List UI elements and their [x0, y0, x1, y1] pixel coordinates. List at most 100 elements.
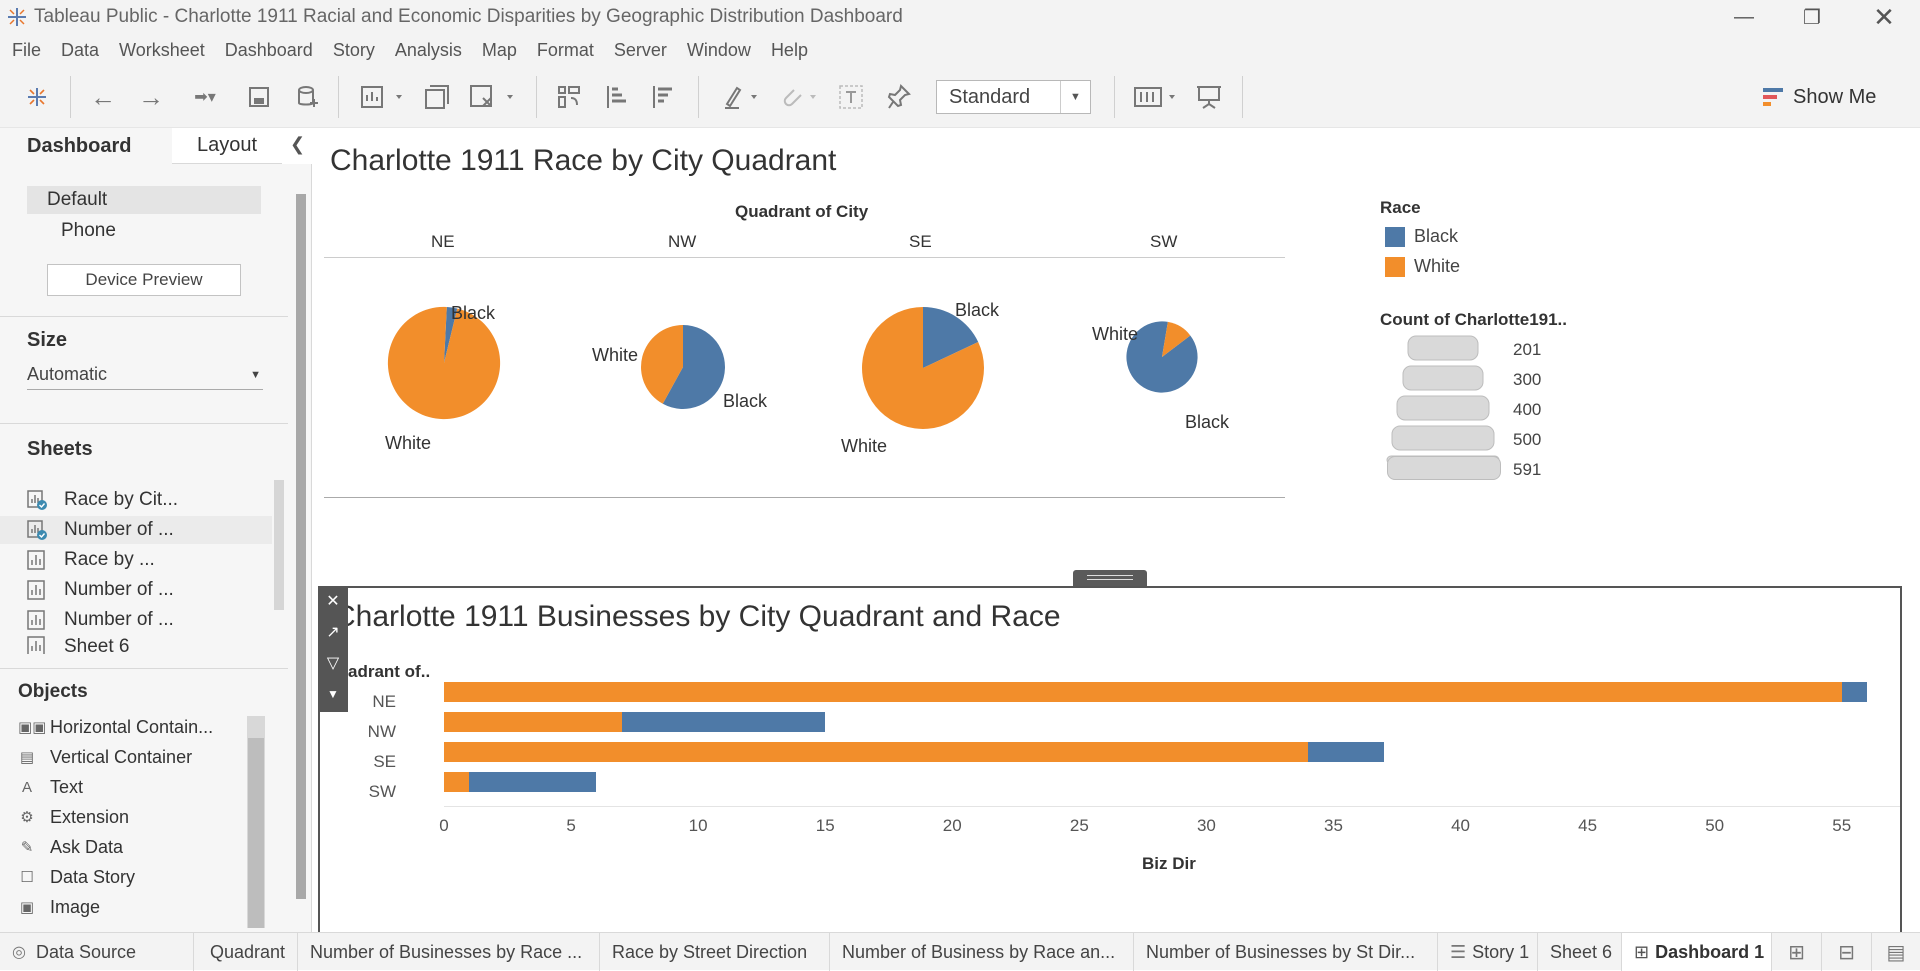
fit-select[interactable]: Standard ▼ [936, 80, 1091, 114]
tab-story-1[interactable]: ☰ Story 1 [1438, 933, 1538, 971]
object-vertical-container[interactable]: ▤ Vertical Container [18, 743, 192, 771]
object-horizontal-container[interactable]: ▣▣ Horizontal Contain... [18, 713, 213, 741]
swap-rows-columns-icon[interactable] [552, 78, 586, 116]
sheet-item[interactable]: Number of ... [0, 516, 272, 544]
pie-charts[interactable] [313, 258, 1293, 498]
presentation-mode-icon[interactable] [1192, 78, 1226, 116]
tableau-home-icon[interactable] [20, 78, 54, 116]
close-icon[interactable]: ✕ [1873, 1, 1895, 32]
sheet-item[interactable]: Number of ... [27, 576, 273, 604]
replay-icon[interactable]: ➡▾ [194, 89, 216, 106]
device-preview-button[interactable]: Device Preview [47, 264, 241, 296]
device-phone[interactable]: Phone [61, 220, 116, 241]
tab-data-source[interactable]: ◎ Data Source [0, 933, 194, 971]
close-icon[interactable]: ✕ [326, 593, 340, 610]
menu-help[interactable]: Help [770, 39, 808, 60]
size-select[interactable]: Automatic ▼ [27, 360, 263, 390]
menu-analysis[interactable]: Analysis [394, 39, 462, 60]
collapse-sidebar-icon[interactable]: ❮ [290, 134, 306, 154]
bar-plot-area[interactable] [320, 588, 1900, 928]
labels-icon[interactable] [778, 78, 822, 116]
vertical-container-icon: ▤ [19, 749, 35, 766]
sheet-item[interactable]: Race by Cit... [27, 486, 273, 514]
filter-icon[interactable]: ▽ [326, 655, 340, 672]
object-label: Text [50, 776, 84, 797]
new-worksheet-icon[interactable] [356, 78, 408, 116]
menu-data[interactable]: Data [61, 39, 100, 60]
show-me-button[interactable]: Show Me [1763, 80, 1876, 114]
object-extension[interactable]: ⚙ Extension [18, 803, 129, 831]
more-options-icon[interactable]: ▼ [327, 687, 339, 701]
menu-file[interactable]: File [12, 39, 42, 60]
objects-scrollbar-thumb[interactable] [248, 738, 264, 928]
highlight-icon[interactable] [718, 78, 764, 116]
bar-ne-black[interactable] [1841, 682, 1868, 702]
bar-sw-white[interactable] [444, 772, 470, 792]
legend-item-black[interactable]: Black [1385, 226, 1458, 247]
tab-dashboard-1[interactable]: ⊞ Dashboard 1 [1622, 933, 1772, 971]
object-data-story[interactable]: ☐ Data Story [18, 863, 135, 891]
pie-slice-nw-black[interactable] [662, 325, 725, 409]
sort-descending-icon[interactable] [646, 78, 680, 116]
undo-icon[interactable]: ← [90, 81, 116, 112]
bar-nw-white[interactable] [444, 712, 622, 732]
clear-sheet-icon[interactable] [466, 78, 520, 116]
bar-sw-black[interactable] [469, 772, 597, 792]
pin-icon[interactable] [884, 78, 914, 116]
bar-se-white[interactable] [444, 742, 1309, 762]
sheet-item[interactable]: Sheet 6 [27, 636, 273, 654]
new-story-tab-icon[interactable]: ▤ [1886, 941, 1906, 964]
sheet-item[interactable]: Number of ... [27, 606, 273, 634]
tab-race-street-direction[interactable]: Race by Street Direction [600, 933, 830, 971]
pie-slice-nw-white[interactable] [641, 325, 683, 404]
pie-slice-sw-black[interactable] [1126, 321, 1198, 393]
pie-chart-title: Charlotte 1911 Race by City Quadrant [330, 144, 837, 177]
tab-dashboard[interactable]: Dashboard [0, 128, 172, 164]
bar-chart-container[interactable]: Charlotte 1911 Businesses by City Quadra… [318, 586, 1902, 932]
menu-window[interactable]: Window [686, 39, 751, 60]
new-worksheet-tab-icon[interactable]: ⊞ [1772, 933, 1822, 971]
minimize-icon[interactable]: — [1734, 5, 1754, 28]
object-image[interactable]: ▣ Image [18, 893, 100, 921]
tab-number-businesses-st-dir[interactable]: Number of Businesses by St Dir... [1134, 933, 1438, 971]
duplicate-sheet-icon[interactable] [420, 78, 454, 116]
pie-slice-ne-black[interactable] [444, 306, 458, 363]
pie-slice-se-black[interactable] [923, 307, 979, 368]
menu-worksheet[interactable]: Worksheet [119, 39, 205, 60]
pie-slice-se-white[interactable] [862, 307, 984, 429]
race-legend-title: Race [1380, 198, 1421, 217]
bar-nw-black[interactable] [621, 712, 826, 732]
new-datasource-icon[interactable] [292, 78, 324, 116]
pie-slice-sw-white[interactable] [1162, 321, 1191, 357]
restore-icon[interactable]: ❐ [1803, 6, 1821, 29]
tab-label: Race by Street Direction [612, 941, 808, 962]
menu-format[interactable]: Format [536, 39, 594, 60]
pie-slice-ne-white[interactable] [387, 306, 501, 420]
object-text[interactable]: A Text [18, 773, 83, 801]
menu-map[interactable]: Map [481, 39, 517, 60]
sheets-scrollbar[interactable] [274, 480, 284, 610]
show-cards-icon[interactable] [1130, 78, 1182, 116]
container-drag-handle[interactable] [1073, 570, 1147, 586]
go-to-sheet-icon[interactable]: ↗ [326, 624, 340, 641]
text-format-icon[interactable] [836, 78, 866, 116]
sheet-item[interactable]: Race by ... [27, 546, 273, 574]
device-default[interactable]: Default [27, 186, 261, 214]
legend-item-white[interactable]: White [1385, 256, 1460, 277]
bar-ne-white[interactable] [444, 682, 1842, 702]
sort-ascending-icon[interactable] [600, 78, 634, 116]
tab-number-business-race-an[interactable]: Number of Business by Race an... [830, 933, 1134, 971]
redo-icon[interactable]: → [138, 81, 164, 112]
sidebar-scrollbar[interactable] [296, 194, 306, 899]
object-ask-data[interactable]: ✎ Ask Data [18, 833, 123, 861]
new-dashboard-tab-icon[interactable]: ⊟ [1822, 933, 1872, 971]
bar-se-black[interactable] [1308, 742, 1385, 762]
tab-layout[interactable]: Layout [172, 128, 282, 164]
tab-quadrant[interactable]: Quadrant [194, 933, 298, 971]
menu-story[interactable]: Story [332, 39, 375, 60]
menu-server[interactable]: Server [613, 39, 667, 60]
menu-dashboard[interactable]: Dashboard [224, 39, 313, 60]
tab-sheet-6[interactable]: Sheet 6 [1538, 933, 1622, 971]
tab-number-businesses-race[interactable]: Number of Businesses by Race ... [298, 933, 600, 971]
save-icon[interactable] [244, 78, 274, 116]
